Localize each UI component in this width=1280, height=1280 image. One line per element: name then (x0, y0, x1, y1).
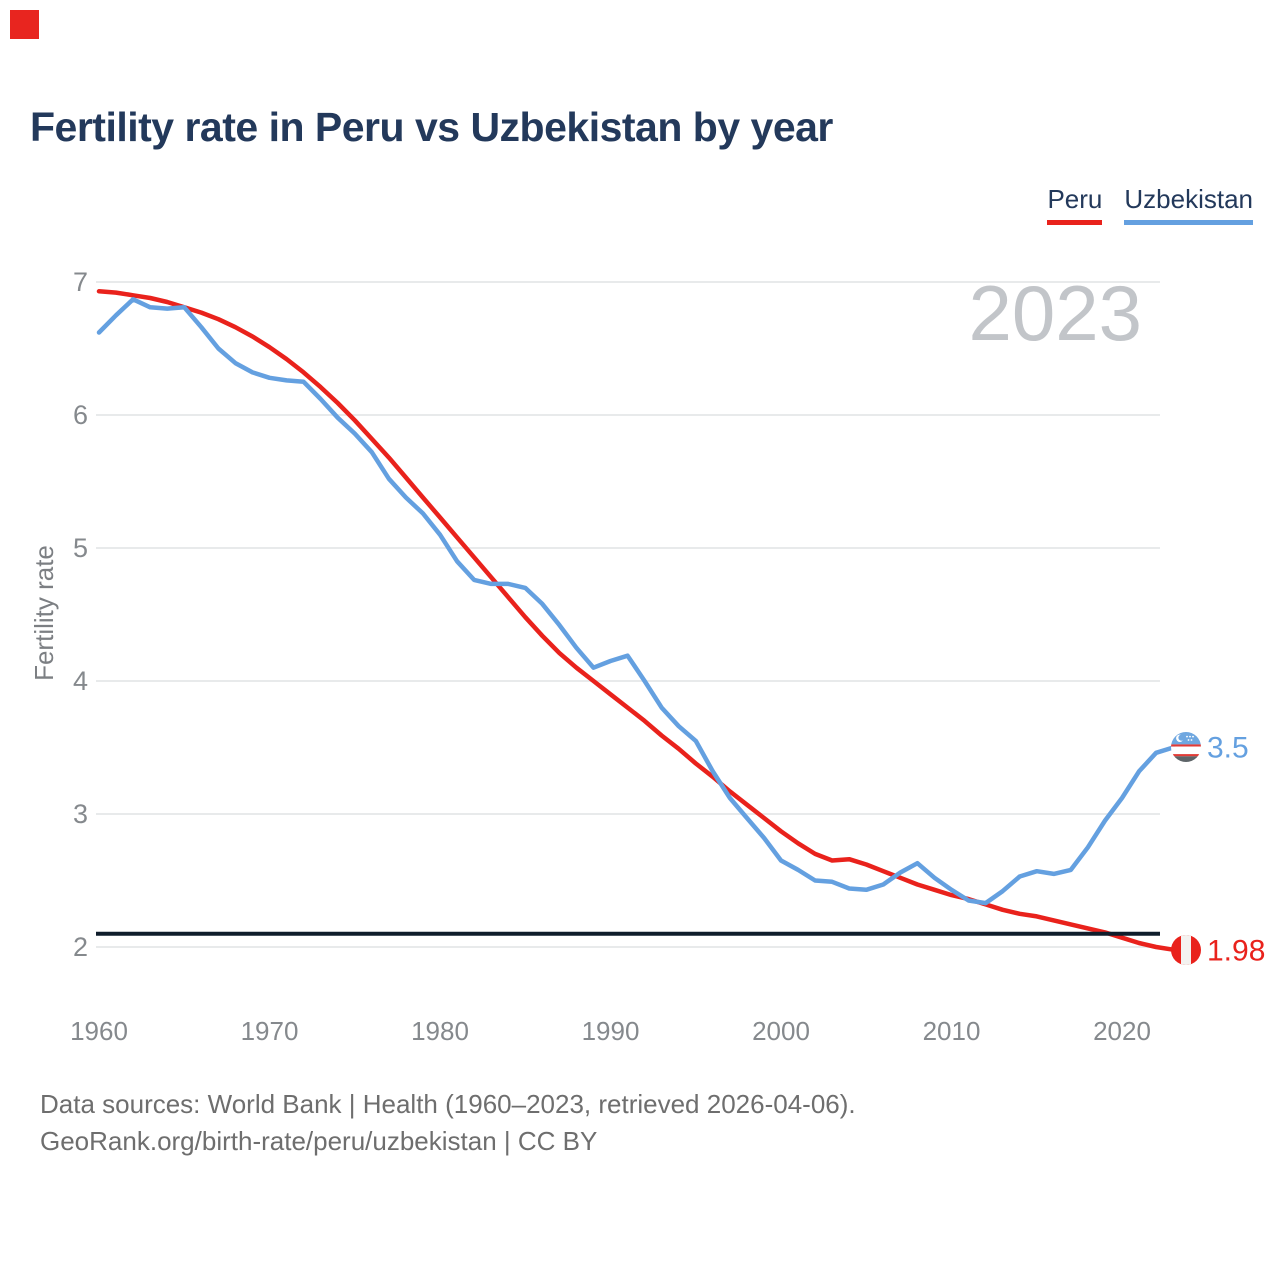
series-line-peru (96, 289, 1176, 952)
footer-sources-line: Data sources: World Bank | Health (1960–… (40, 1089, 856, 1119)
y-tick-label-6: 6 (73, 400, 88, 430)
x-tick-label-2020: 2020 (1093, 1016, 1151, 1046)
y-tick-label-4: 4 (73, 666, 88, 696)
legend-item-uzbekistan[interactable]: Uzbekistan (1124, 184, 1253, 225)
x-tick-label-1980: 1980 (411, 1016, 469, 1046)
peru-end-value: 1.98 (1207, 935, 1265, 968)
legend: Peru Uzbekistan (1047, 184, 1253, 225)
peru-flag-icon (1171, 935, 1201, 965)
x-tick-label-1970: 1970 (241, 1016, 299, 1046)
y-tick-label-2: 2 (73, 932, 88, 962)
y-tick-label-5: 5 (73, 533, 88, 563)
legend-item-peru[interactable]: Peru (1047, 184, 1103, 225)
footer-attribution-line: GeoRank.org/birth-rate/peru/uzbekistan |… (40, 1126, 598, 1156)
x-tick-label-2000: 2000 (752, 1016, 810, 1046)
y-tick-label-7: 7 (73, 267, 88, 297)
y-axis-title: Fertility rate (29, 545, 59, 681)
uzbekistan-end-value: 3.5 (1207, 732, 1249, 765)
red-corner-marker (10, 10, 39, 39)
watermark-year: 2023 (968, 269, 1142, 357)
series-line-uzbekistan (96, 297, 1176, 906)
plot-area: 2 3 4 5 6 7 1960 1970 1980 1990 2000 2010 2020 (70, 267, 1176, 1046)
uzbekistan-end-marker: 3.5 (1171, 732, 1249, 765)
y-tick-label-3: 3 (73, 799, 88, 829)
footer: Data sources: World Bank | Health (1960–… (40, 1086, 856, 1160)
uzbekistan-flag-icon (1171, 732, 1201, 762)
x-tick-label-1990: 1990 (582, 1016, 640, 1046)
page-title: Fertility rate in Peru vs Uzbekistan by … (30, 104, 833, 150)
x-tick-label-2010: 2010 (923, 1016, 981, 1046)
peru-end-marker: 1.98 (1171, 935, 1265, 968)
x-tick-label-1960: 1960 (70, 1016, 128, 1046)
